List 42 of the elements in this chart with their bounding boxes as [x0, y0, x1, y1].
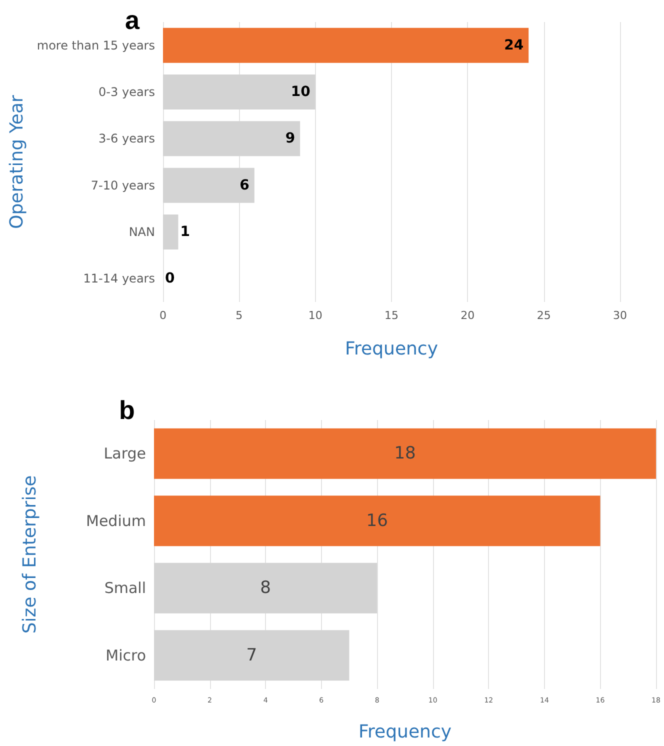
data-label: 16 [366, 510, 388, 531]
data-label: 10 [290, 84, 311, 100]
data-label: 1 [180, 224, 190, 240]
y-tick-label: Micro [106, 646, 146, 664]
bar [154, 496, 600, 546]
data-label: 24 [504, 37, 524, 54]
x-axis-title: Frequency [358, 722, 452, 742]
x-tick-label: 5 [236, 309, 243, 322]
y-tick-label: 3-6 years [98, 132, 155, 146]
x-tick-label: 30 [613, 309, 627, 322]
bar [162, 121, 300, 156]
bar [154, 562, 378, 614]
chart-title: a [125, 5, 140, 35]
bar [162, 28, 529, 63]
x-tick-label: 25 [536, 309, 551, 322]
x-tick-label: 0 [159, 309, 166, 322]
bar [154, 428, 656, 479]
y-axis-title: Operating Year [6, 94, 28, 229]
x-axis-title: Frequency [344, 338, 438, 360]
data-label: 6 [240, 177, 250, 194]
chart-title: b [119, 395, 135, 425]
y-tick-label: Medium [86, 512, 146, 530]
bar [162, 168, 254, 203]
bar [162, 214, 178, 250]
data-label: 18 [394, 444, 416, 464]
y-tick-label: more than 15 years [36, 38, 155, 52]
y-tick-label: Large [104, 444, 146, 463]
data-label: 7 [246, 645, 258, 666]
y-axis-title: Size of Enterprise [20, 475, 40, 634]
y-tick-label: 7-10 years [90, 178, 155, 192]
data-label: 9 [285, 130, 296, 147]
data-label: 0 [164, 270, 175, 287]
y-tick-label: NAN [128, 225, 155, 239]
x-tick-label: 15 [384, 309, 398, 322]
y-tick-label: 11-14 years [83, 272, 155, 286]
x-tick-label: 10 [308, 309, 322, 322]
data-label: 8 [260, 578, 271, 598]
y-tick-label: 0-3 years [98, 85, 155, 99]
y-tick-label: Small [104, 579, 146, 598]
x-tick-label: 20 [460, 309, 475, 322]
bar [154, 630, 350, 681]
bar [162, 74, 316, 110]
